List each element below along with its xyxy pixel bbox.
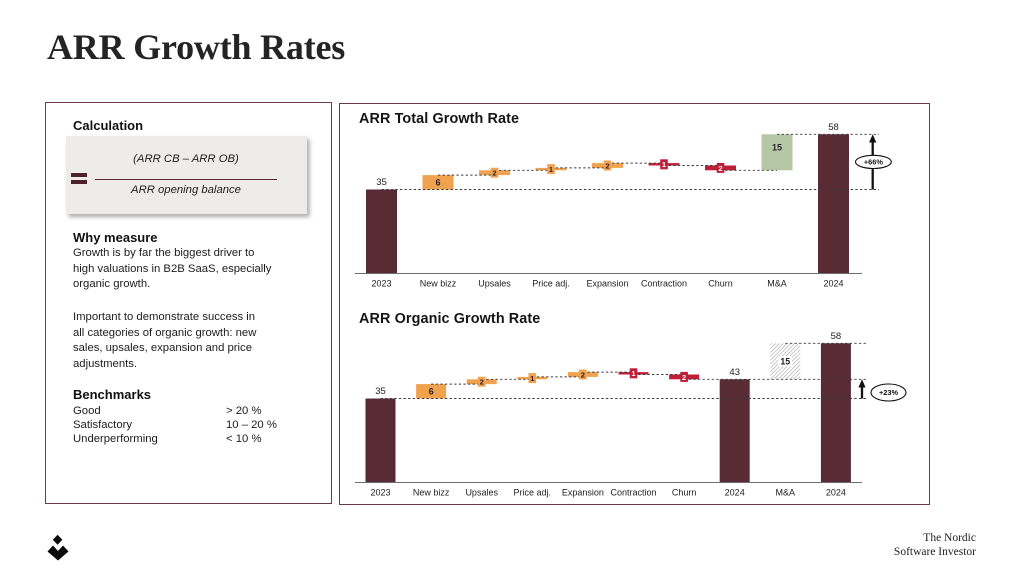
- benchmarks-heading: Benchmarks: [73, 387, 152, 402]
- benchmark-row: Underperforming < 10 %: [73, 433, 311, 447]
- why-measure-paragraph-1: Growth is by far the biggest driver to h…: [73, 247, 272, 291]
- benchmark-value: < 10 %: [226, 433, 262, 446]
- brand-name-line2: Software Investor: [893, 545, 976, 558]
- equals-bar: [71, 173, 87, 177]
- why-measure-heading: Why measure: [73, 230, 158, 245]
- benchmark-label: Satisfactory: [73, 418, 133, 431]
- formula-numerator: (ARR CB – ARR OB): [133, 153, 239, 165]
- benchmark-value: > 20 %: [226, 404, 262, 417]
- charts-panel: [338, 102, 930, 505]
- formula-denominator: ARR opening balance: [131, 184, 241, 196]
- equals-sign: [71, 173, 87, 187]
- formula-box: (ARR CB – ARR OB) ARR opening balance: [66, 136, 307, 214]
- calculation-heading: Calculation: [73, 118, 144, 133]
- calculation-panel: Calculation (ARR CB – ARR OB) ARR openin…: [45, 102, 332, 504]
- page-title: ARR Growth Rates: [47, 27, 346, 67]
- equals-bar: [71, 180, 87, 184]
- brand-logo-icon: [47, 534, 69, 561]
- brand-name-line1: The Nordic: [923, 532, 976, 544]
- why-measure-paragraph-2: Important to demonstrate success in all …: [73, 311, 257, 370]
- benchmark-label: Good: [73, 404, 101, 417]
- benchmark-value: 10 – 20 %: [226, 418, 277, 431]
- benchmark-label: Underperforming: [73, 433, 158, 446]
- chart-title-total: ARR Total Growth Rate: [359, 111, 520, 127]
- benchmark-row: Satisfactory 10 – 20 %: [73, 419, 311, 433]
- chart-title-organic: ARR Organic Growth Rate: [359, 311, 541, 327]
- fraction-line: [95, 178, 277, 181]
- brand-name: The Nordic Software Investor: [776, 532, 976, 560]
- benchmark-row: Good > 20 %: [73, 405, 311, 419]
